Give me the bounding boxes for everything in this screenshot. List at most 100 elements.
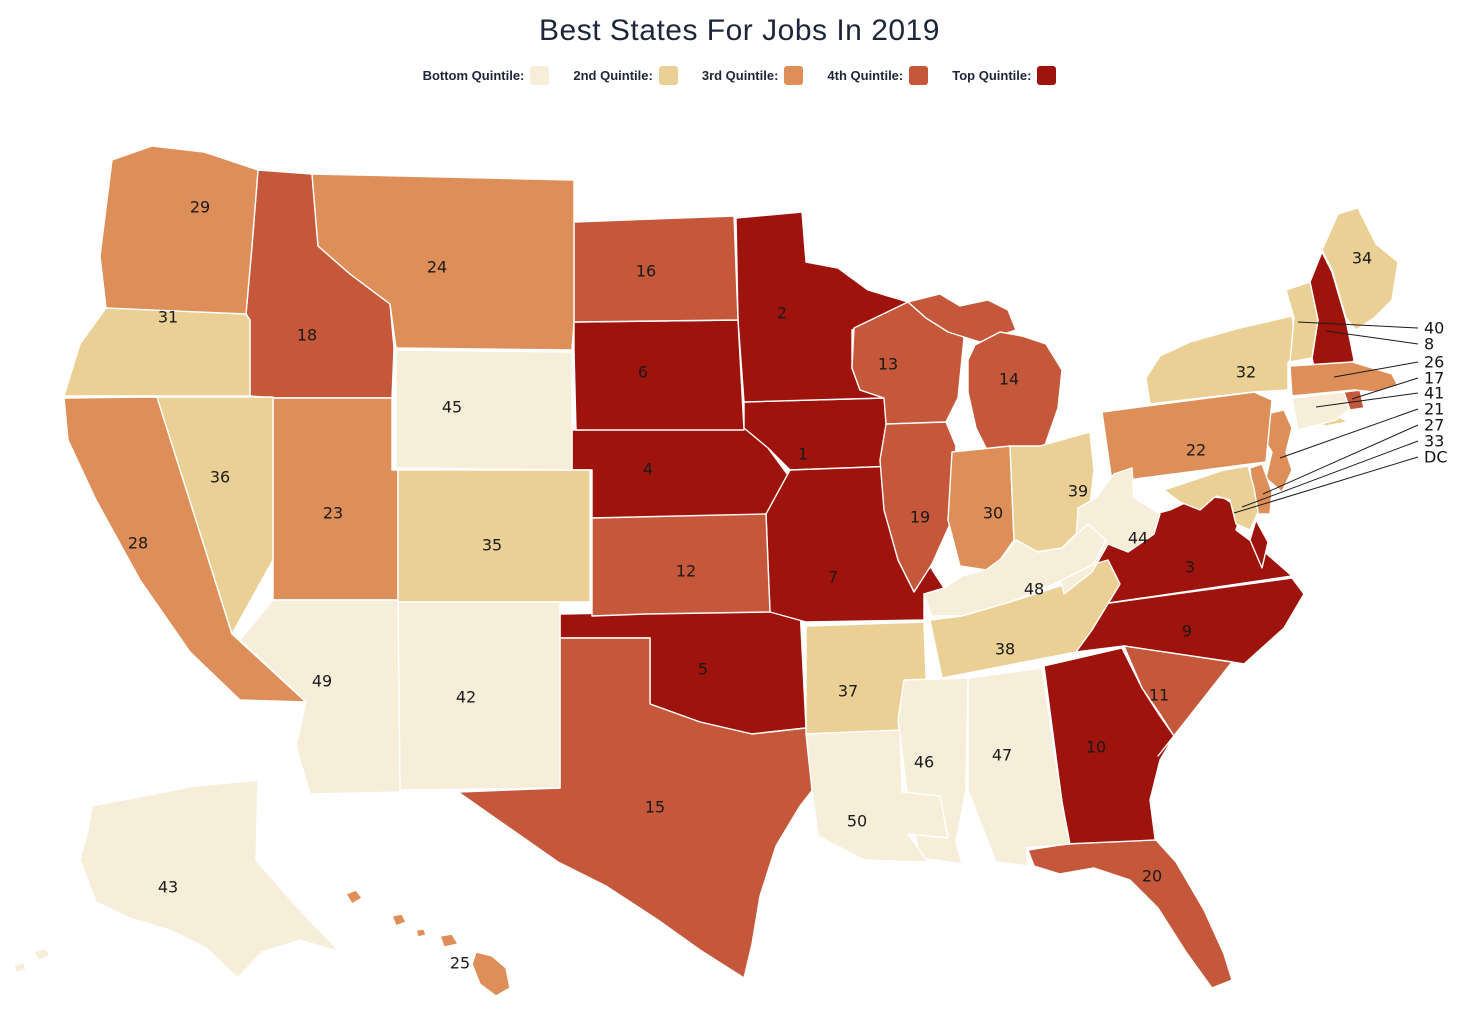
state-texas[interactable]: [457, 637, 815, 979]
state-montana[interactable]: [311, 173, 575, 351]
legend-swatch-2nd-quintile: [658, 66, 678, 85]
state-rank-minnesota: 2: [777, 304, 787, 323]
state-rank-iowa: 1: [798, 445, 808, 464]
legend-item-bottom-quintile[interactable]: Bottom Quintile:: [423, 66, 550, 85]
state-hawaii-part3[interactable]: [415, 928, 427, 938]
state-north-carolina[interactable]: [1075, 577, 1305, 665]
state-rank-texas: 15: [645, 798, 665, 817]
state-alaska[interactable]: [79, 779, 341, 979]
state-rank-south-dakota: 6: [638, 363, 648, 382]
state-arizona[interactable]: [239, 599, 401, 795]
state-hawaii-part2[interactable]: [391, 913, 407, 927]
callout-line-ri: [1351, 377, 1419, 400]
state-maine[interactable]: [1321, 207, 1399, 331]
state-rank-new-mexico: 42: [456, 688, 476, 707]
state-south-carolina[interactable]: [1123, 645, 1233, 757]
state-new-mexico[interactable]: [397, 601, 561, 791]
page-title: Best States For Jobs In 2019: [539, 14, 940, 47]
state-rank-pennsylvania: 22: [1186, 441, 1206, 460]
callout-line-nj: [1279, 408, 1419, 459]
state-hawaii[interactable]: [345, 889, 363, 905]
state-rank-kentucky: 48: [1024, 580, 1044, 599]
state-rank-north-carolina: 9: [1182, 622, 1192, 641]
state-rank-maine: 34: [1352, 249, 1372, 268]
state-rank-utah: 23: [323, 504, 343, 523]
state-wyoming[interactable]: [395, 349, 573, 471]
state-hawaii-part4[interactable]: [439, 933, 459, 948]
state-rank-new-york: 32: [1236, 363, 1256, 382]
state-rank-montana: 24: [427, 258, 447, 277]
callout-line-ma: [1333, 361, 1419, 378]
callout-label-nh: 8: [1424, 335, 1434, 354]
state-washington[interactable]: [99, 145, 259, 317]
legend-swatch-3rd-quintile: [784, 66, 804, 85]
state-hawaii-part5[interactable]: [471, 951, 511, 997]
callout-label-dc: DC: [1424, 448, 1448, 467]
legend-item-label: 2nd Quintile:: [573, 68, 653, 83]
state-connecticut[interactable]: [1291, 391, 1349, 431]
legend-item-label: 3rd Quintile:: [701, 68, 779, 83]
legend-item-top-quintile[interactable]: Top Quintile:: [952, 66, 1057, 85]
legend-item-4th-quintile[interactable]: 4th Quintile:: [827, 66, 929, 85]
callout-line-ct: [1315, 392, 1419, 408]
state-rank-wisconsin: 13: [878, 355, 898, 374]
state-kentucky[interactable]: [923, 523, 1107, 617]
legend-item-label: Bottom Quintile:: [422, 68, 525, 83]
state-kansas[interactable]: [591, 513, 771, 617]
state-rank-nevada: 36: [210, 468, 230, 487]
state-rank-florida: 20: [1142, 867, 1162, 886]
callout-line-de: [1262, 424, 1419, 495]
state-rank-arkansas: 37: [838, 682, 858, 701]
legend-item-2nd-quintile[interactable]: 2nd Quintile:: [573, 66, 678, 85]
state-rank-georgia: 10: [1086, 738, 1106, 757]
legend-swatch-bottom-quintile: [530, 66, 550, 85]
state-utah[interactable]: [272, 397, 399, 601]
state-rank-oklahoma: 5: [698, 660, 708, 679]
state-michigan-part2[interactable]: [967, 331, 1063, 459]
callout-line-nh: [1325, 330, 1419, 345]
legend-item-label: 4th Quintile:: [827, 68, 904, 83]
state-michigan[interactable]: [907, 293, 1017, 343]
legend-item-label: Top Quintile:: [952, 68, 1032, 83]
state-alabama[interactable]: [967, 667, 1071, 867]
state-rank-wyoming: 45: [442, 398, 462, 417]
callout-label-de: 27: [1424, 416, 1444, 435]
legend-item-3rd-quintile[interactable]: 3rd Quintile:: [702, 66, 804, 85]
state-rank-alabama: 47: [992, 746, 1012, 765]
state-louisiana[interactable]: [805, 729, 949, 863]
callout-line-md: [1241, 440, 1419, 508]
state-rank-nebraska: 4: [643, 460, 653, 479]
state-maryland[interactable]: [1163, 465, 1259, 531]
state-rank-tennessee: 38: [995, 640, 1015, 659]
callout-line-vt: [1297, 321, 1419, 329]
state-rank-michigan: 14: [999, 370, 1019, 389]
state-rank-north-dakota: 16: [636, 262, 656, 281]
state-alaska-part3[interactable]: [13, 961, 27, 973]
state-nebraska[interactable]: [571, 427, 793, 519]
state-massachusetts[interactable]: [1289, 361, 1399, 397]
state-oregon[interactable]: [63, 307, 251, 397]
callout-label-ct: 41: [1424, 384, 1444, 403]
state-florida[interactable]: [1027, 839, 1233, 989]
state-south-dakota[interactable]: [573, 319, 745, 431]
state-new-york[interactable]: [1145, 315, 1299, 405]
state-rank-kansas: 12: [676, 562, 696, 581]
state-rank-alaska: 43: [158, 878, 178, 897]
state-illinois[interactable]: [879, 421, 957, 593]
state-virginia-part2[interactable]: [1249, 519, 1269, 569]
legend: Bottom Quintile: 2nd Quintile: 3rd Quint…: [0, 66, 1479, 85]
state-minnesota[interactable]: [735, 211, 909, 403]
state-rank-california: 28: [128, 534, 148, 553]
callout-label-ri: 17: [1424, 369, 1444, 388]
legend-swatch-top-quintile: [1037, 66, 1057, 85]
state-rank-idaho: 18: [297, 326, 317, 345]
callout-label-md: 33: [1424, 432, 1444, 451]
callout-line-dc: [1233, 456, 1419, 514]
state-rank-virginia: 3: [1185, 558, 1195, 577]
state-rank-south-carolina: 11: [1149, 686, 1169, 705]
state-alaska-part2[interactable]: [33, 947, 51, 961]
state-indiana[interactable]: [947, 445, 1015, 571]
state-nevada[interactable]: [156, 396, 274, 635]
